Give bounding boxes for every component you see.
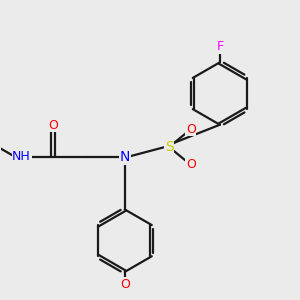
Text: O: O <box>186 123 196 136</box>
Text: O: O <box>120 278 130 291</box>
Text: O: O <box>186 158 196 171</box>
Text: S: S <box>165 140 174 154</box>
Text: NH: NH <box>12 150 31 163</box>
Text: F: F <box>216 40 224 53</box>
Text: O: O <box>49 118 58 131</box>
Text: N: N <box>119 150 130 164</box>
